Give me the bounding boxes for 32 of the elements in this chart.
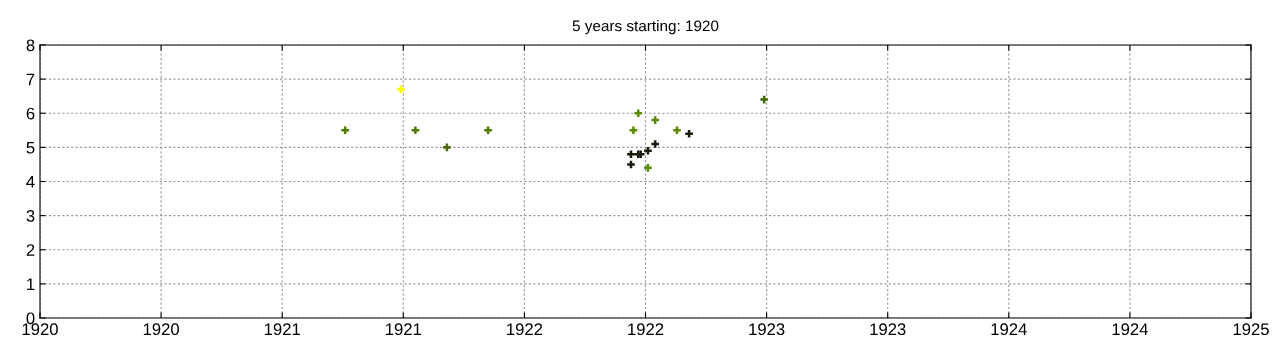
point xyxy=(411,126,420,135)
x-tick-label: 1921 xyxy=(386,323,422,336)
point xyxy=(484,126,492,135)
x-tick-label: 1920 xyxy=(22,323,58,336)
y-tick-label: 5 xyxy=(26,141,35,154)
point xyxy=(634,109,643,118)
x-tick-label: 1923 xyxy=(749,323,785,336)
x-tick-label: 1922 xyxy=(628,323,664,336)
point xyxy=(685,129,693,138)
point xyxy=(629,126,638,135)
point xyxy=(673,126,681,135)
y-tick-label: 3 xyxy=(26,210,35,222)
x-tick-label: 1925 xyxy=(1233,323,1269,336)
chart-title: 5 years starting: 1920 xyxy=(572,20,719,35)
point xyxy=(397,85,405,94)
y-tick-label: 4 xyxy=(26,176,35,188)
x-tick-label: 1924 xyxy=(1112,323,1148,336)
point xyxy=(443,143,451,152)
y-tick-label: 6 xyxy=(26,107,35,120)
y-tick-label: 7 xyxy=(26,73,35,86)
y-tick-label: 0 xyxy=(26,312,35,325)
x-tick-label: 1924 xyxy=(991,323,1027,336)
x-tick-label: 1920 xyxy=(143,323,179,336)
point xyxy=(341,126,349,135)
point xyxy=(627,160,635,169)
y-tick-label: 1 xyxy=(27,278,35,290)
x-tick-label: 1923 xyxy=(870,323,906,336)
y-tick-label: 2 xyxy=(26,244,35,256)
point xyxy=(760,95,768,104)
x-tick-label: 1921 xyxy=(264,323,300,336)
x-tick-label: 1922 xyxy=(507,323,543,336)
y-tick-label: 8 xyxy=(26,39,35,52)
